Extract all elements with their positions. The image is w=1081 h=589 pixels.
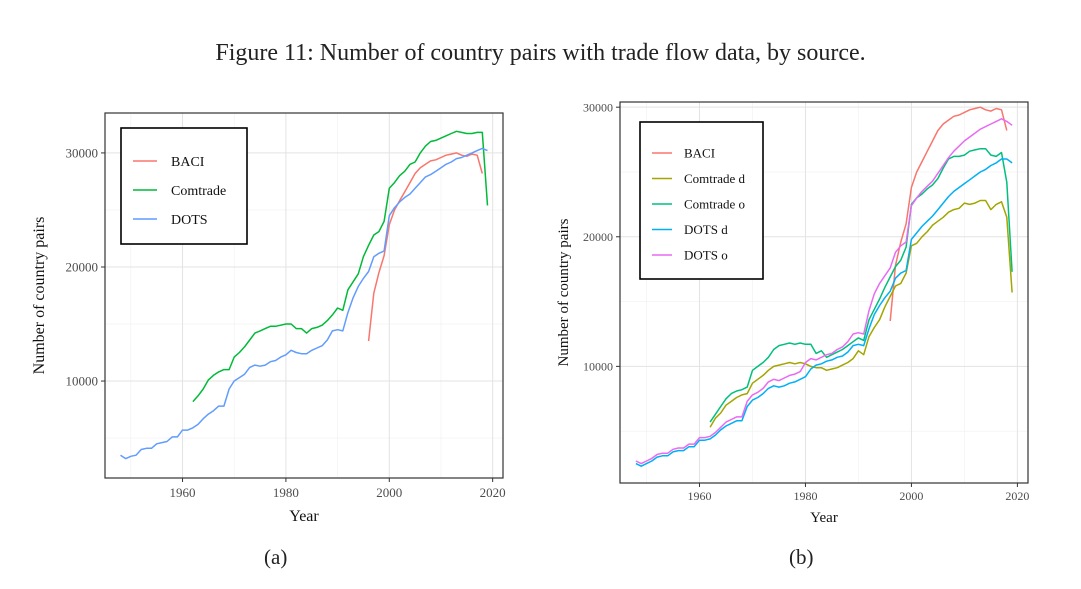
chart-b-x-tick-label: 1960 bbox=[687, 489, 711, 503]
chart-a-y-tick-label: 20000 bbox=[66, 260, 99, 275]
chart-a-x-tick-label: 2000 bbox=[376, 485, 402, 500]
subfigure-label-a: (a) bbox=[264, 545, 288, 569]
chart-b-x-tick-label: 2020 bbox=[1005, 489, 1029, 503]
chart-b-series-line-comtrade-d bbox=[709, 199, 1013, 428]
subfigure-label-b: (b) bbox=[789, 545, 814, 569]
chart-b-grid bbox=[620, 102, 1028, 483]
chart-b-series-line-comtrade-o bbox=[709, 147, 1013, 423]
chart-a-x-tick-label: 2020 bbox=[480, 485, 506, 500]
chart-b-legend-box bbox=[639, 121, 764, 280]
chart-b-y-axis-title: Number of country pairs bbox=[556, 218, 572, 366]
chart-b-legend: BACI Comtrade d Comtrade o DOTS d DOTS o bbox=[639, 121, 764, 280]
chart-a-panel-border bbox=[104, 112, 504, 479]
chart-a-series-line-dots bbox=[120, 147, 488, 460]
chart-b-series-line-dots-o bbox=[635, 118, 1013, 465]
chart-a-y-tick-label: 30000 bbox=[66, 145, 99, 160]
chart-b-legend-label-dots-o: DOTS o bbox=[684, 248, 728, 263]
chart-a-legend: BACI Comtrade DOTS bbox=[120, 127, 248, 245]
figure-title: Figure 11: Number of country pairs with … bbox=[215, 40, 866, 66]
chart-a-x-tick-label: 1980 bbox=[273, 485, 299, 500]
chart-b-series-line-baci bbox=[889, 106, 1008, 322]
chart-b-x-tick-label: 2000 bbox=[899, 489, 923, 503]
chart-b-x-tick-label: 1980 bbox=[793, 489, 817, 503]
chart-b-series-line-dots-d bbox=[635, 158, 1013, 467]
chart-a-legend-label-baci: BACI bbox=[171, 155, 205, 170]
chart-b-y-tick-label: 20000 bbox=[583, 230, 613, 244]
chart-a-y-axis-title: Number of country pairs bbox=[31, 217, 48, 375]
chart-a-y-tick-label: 10000 bbox=[66, 374, 99, 389]
chart-a-x-axis-title: Year bbox=[289, 508, 319, 525]
chart-b-legend-label-baci: BACI bbox=[684, 146, 715, 161]
chart-b-y-tick-label: 30000 bbox=[583, 100, 613, 114]
chart-a-legend-label-comtrade: Comtrade bbox=[171, 184, 226, 199]
chart-b-legend-label-dots-d: DOTS d bbox=[684, 222, 728, 237]
chart-b-legend-label-comtrade-d: Comtrade d bbox=[684, 171, 746, 186]
chart-a-legend-box bbox=[120, 127, 248, 245]
chart-a-legend-label-dots: DOTS bbox=[171, 213, 208, 228]
chart-b-x-axis-title: Year bbox=[810, 510, 838, 526]
chart-a-series-line-baci bbox=[367, 152, 484, 342]
chart-b-panel-border bbox=[619, 101, 1029, 484]
chart-b-y-tick-label: 10000 bbox=[583, 360, 613, 374]
chart-a-series-line-comtrade bbox=[192, 130, 489, 403]
chart-b-legend-label-comtrade-o: Comtrade o bbox=[684, 197, 745, 212]
chart-a-x-tick-label: 1960 bbox=[170, 485, 196, 500]
